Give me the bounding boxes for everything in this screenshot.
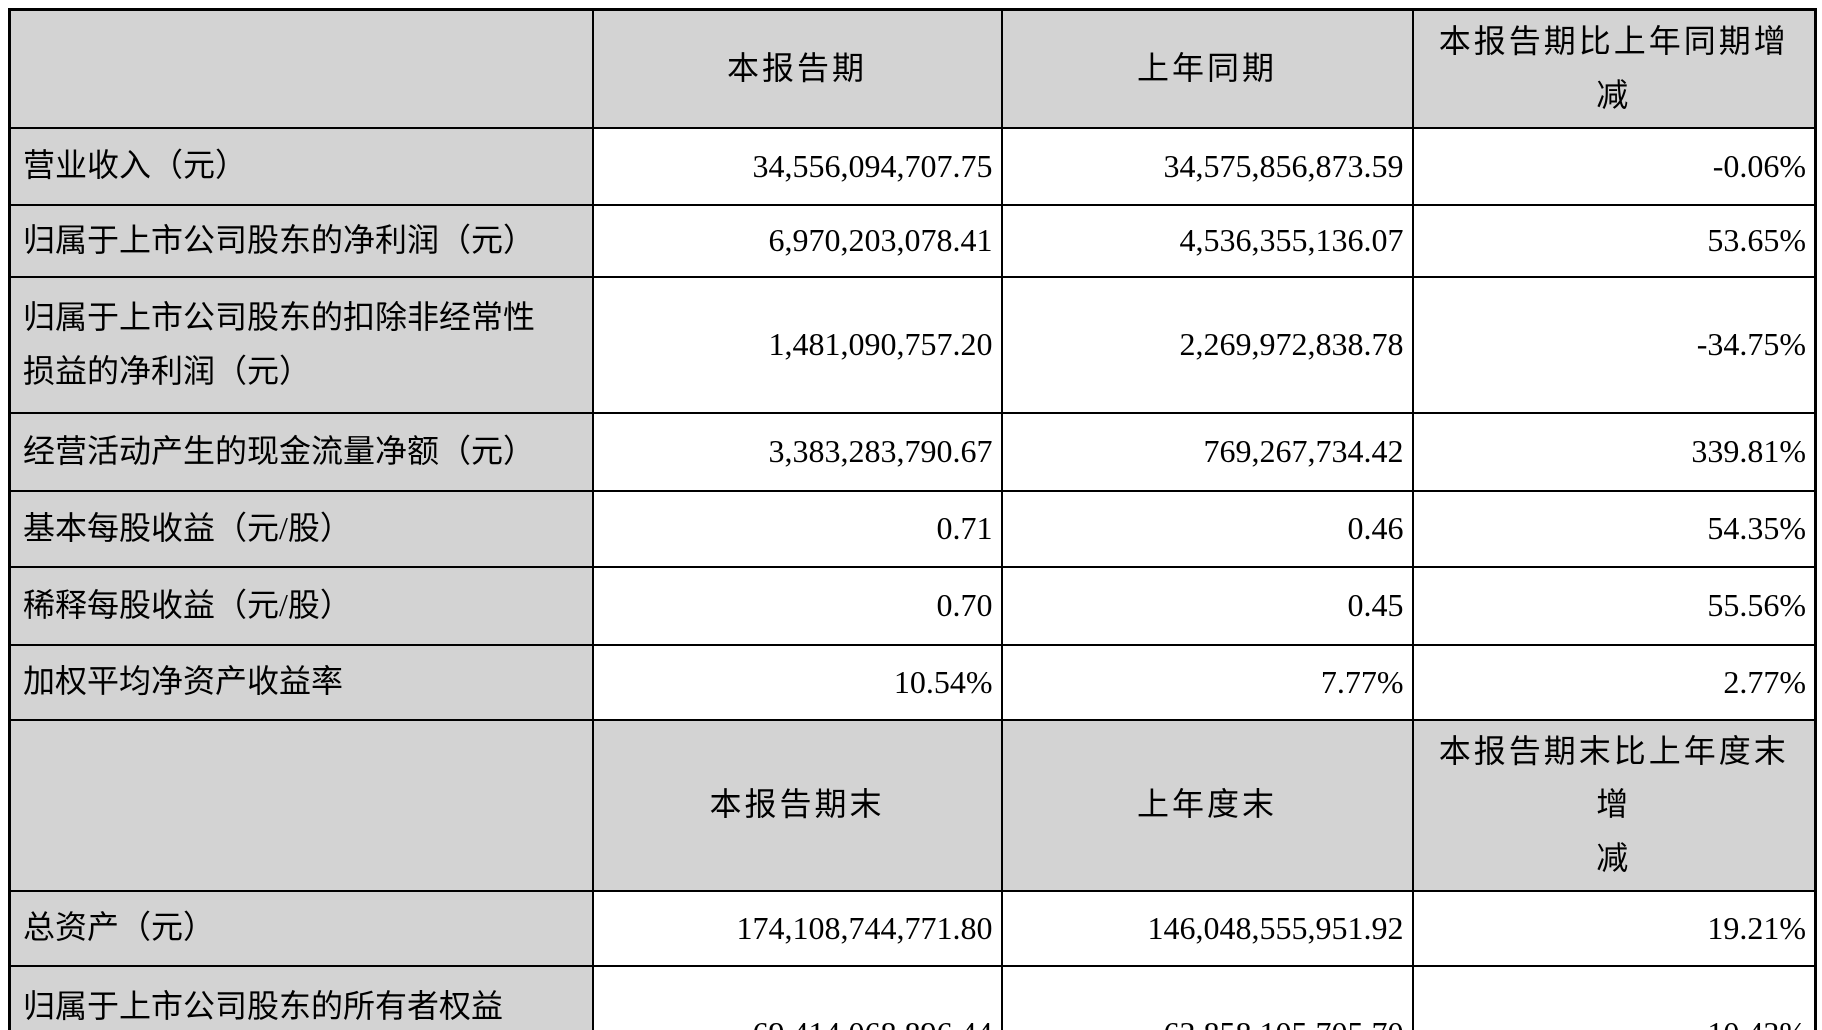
revenue-current-value: 34,556,094,707.75 (591, 126, 1003, 206)
header-current-period-end: 本报告期末 (591, 718, 1003, 892)
row-label-net-profit-excl-nonrecurring: 归属于上市公司股东的扣除非经常性 损益的净利润（元） (8, 275, 594, 414)
basic-eps-current-value: 0.71 (591, 489, 1003, 568)
row-net-profit-excl-nonrecurring: 归属于上市公司股东的扣除非经常性 损益的净利润（元） 1,481,090,757… (8, 275, 1817, 414)
net-profit-change-value: 53.65% (1411, 203, 1817, 278)
header-prior-period: 上年同期 (1000, 8, 1414, 129)
net-profit-excl-change-value: -34.75% (1411, 275, 1817, 414)
total-assets-current-value: 174,108,744,771.80 (591, 889, 1003, 967)
row-label-net-profit: 归属于上市公司股东的净利润（元） (8, 203, 594, 278)
period-end-header-row: 本报告期末 上年度末 本报告期末比上年度末增 减 (8, 718, 1817, 892)
equity-current-value: 69,414,068,896.44 (591, 964, 1003, 1030)
net-profit-current-value: 6,970,203,078.41 (591, 203, 1003, 278)
diluted-eps-prior-value: 0.45 (1000, 565, 1414, 646)
cash-flow-prior-value: 769,267,734.42 (1000, 411, 1414, 492)
net-profit-excl-prior-value: 2,269,972,838.78 (1000, 275, 1414, 414)
row-operating-cash-flow: 经营活动产生的现金流量净额（元） 3,383,283,790.67 769,26… (8, 411, 1817, 492)
row-label-shareholders-equity: 归属于上市公司股东的所有者权益 （元） (8, 964, 594, 1030)
period-header-row: 本报告期 上年同期 本报告期比上年同期增减 (8, 8, 1817, 129)
equity-change-value: 10.43% (1411, 964, 1817, 1030)
financial-summary-table: 本报告期 上年同期 本报告期比上年同期增减 营业收入（元） 34,556,094… (8, 8, 1817, 1030)
cash-flow-current-value: 3,383,283,790.67 (591, 411, 1003, 492)
roe-prior-value: 7.77% (1000, 643, 1414, 721)
net-profit-excl-current-value: 1,481,090,757.20 (591, 275, 1003, 414)
cash-flow-change-value: 339.81% (1411, 411, 1817, 492)
basic-eps-change-value: 54.35% (1411, 489, 1817, 568)
diluted-eps-current-value: 0.70 (591, 565, 1003, 646)
row-label-basic-eps: 基本每股收益（元/股） (8, 489, 594, 568)
header-period-end-change: 本报告期末比上年度末增 减 (1411, 718, 1817, 892)
row-label-weighted-avg-roe: 加权平均净资产收益率 (8, 643, 594, 721)
row-label-revenue: 营业收入（元） (8, 126, 594, 206)
row-shareholders-equity: 归属于上市公司股东的所有者权益 （元） 69,414,068,896.44 62… (8, 964, 1817, 1030)
diluted-eps-change-value: 55.56% (1411, 565, 1817, 646)
total-assets-prior-value: 146,048,555,951.92 (1000, 889, 1414, 967)
row-label-total-assets: 总资产（元） (8, 889, 594, 967)
row-label-diluted-eps: 稀释每股收益（元/股） (8, 565, 594, 646)
row-revenue: 营业收入（元） 34,556,094,707.75 34,575,856,873… (8, 126, 1817, 206)
corner-cell (8, 8, 594, 129)
row-diluted-eps: 稀释每股收益（元/股） 0.70 0.45 55.56% (8, 565, 1817, 646)
row-weighted-avg-roe: 加权平均净资产收益率 10.54% 7.77% 2.77% (8, 643, 1817, 721)
basic-eps-prior-value: 0.46 (1000, 489, 1414, 568)
corner-cell-2 (8, 718, 594, 892)
row-label-operating-cash-flow: 经营活动产生的现金流量净额（元） (8, 411, 594, 492)
revenue-prior-value: 34,575,856,873.59 (1000, 126, 1414, 206)
net-profit-prior-value: 4,536,355,136.07 (1000, 203, 1414, 278)
roe-change-value: 2.77% (1411, 643, 1817, 721)
header-prior-year-end: 上年度末 (1000, 718, 1414, 892)
total-assets-change-value: 19.21% (1411, 889, 1817, 967)
roe-current-value: 10.54% (591, 643, 1003, 721)
row-net-profit: 归属于上市公司股东的净利润（元） 6,970,203,078.41 4,536,… (8, 203, 1817, 278)
row-total-assets: 总资产（元） 174,108,744,771.80 146,048,555,95… (8, 889, 1817, 967)
row-basic-eps: 基本每股收益（元/股） 0.71 0.46 54.35% (8, 489, 1817, 568)
header-period-change: 本报告期比上年同期增减 (1411, 8, 1817, 129)
header-current-period: 本报告期 (591, 8, 1003, 129)
equity-prior-value: 62,858,105,705.70 (1000, 964, 1414, 1030)
revenue-change-value: -0.06% (1411, 126, 1817, 206)
